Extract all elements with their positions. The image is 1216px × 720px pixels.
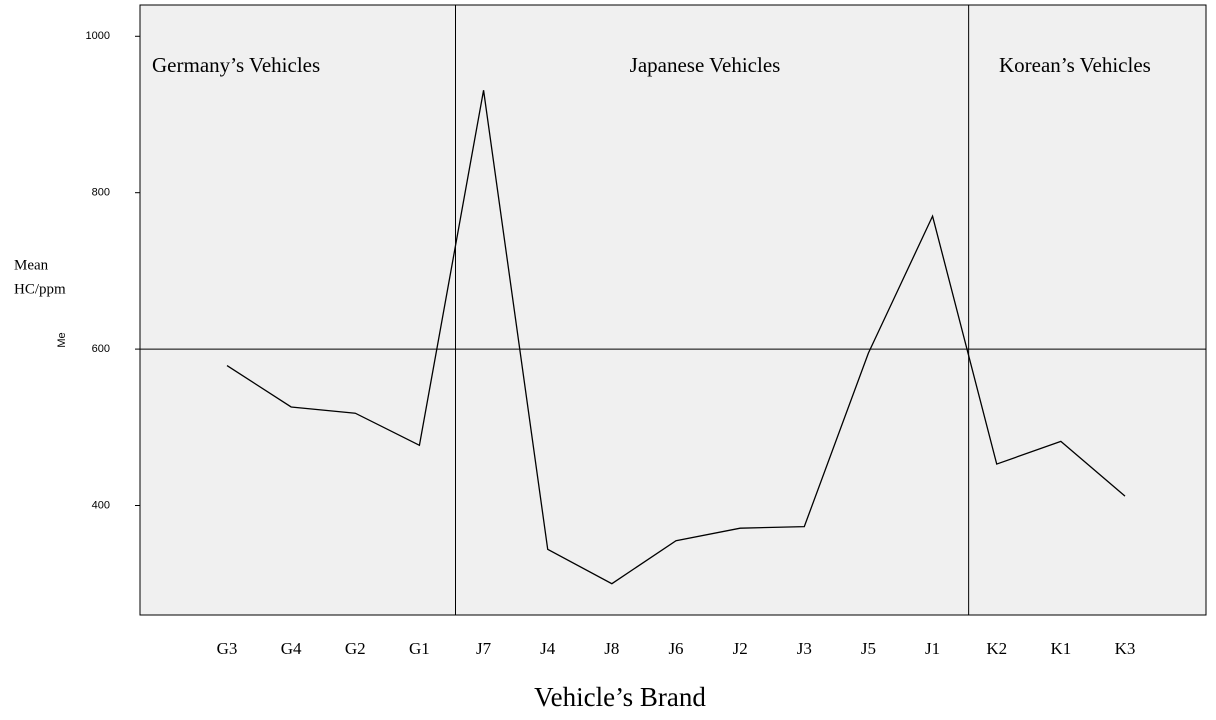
region-label: Germany’s Vehicles (152, 53, 320, 77)
x-tick-label: G1 (409, 639, 430, 658)
region-label: Japanese Vehicles (630, 53, 781, 77)
y-tick-label: 400 (92, 499, 110, 511)
x-tick-label: J5 (861, 639, 876, 658)
y-axis-code: Me (56, 332, 68, 347)
x-tick-label: K3 (1115, 639, 1136, 658)
data-line (226, 90, 1126, 585)
x-tick-label: K1 (1050, 639, 1071, 658)
x-tick-label: J2 (733, 639, 748, 658)
x-tick-label: J7 (476, 639, 492, 658)
y-axis-label: HC/ppm (14, 281, 66, 297)
x-tick-label: G2 (345, 639, 366, 658)
x-tick-label: J1 (925, 639, 940, 658)
x-tick-label: G4 (281, 639, 302, 658)
y-tick-label: 1000 (86, 30, 110, 42)
x-tick-label: J8 (604, 639, 619, 658)
x-tick-label: G3 (217, 639, 238, 658)
x-tick-label: J3 (797, 639, 812, 658)
x-tick-label: K2 (986, 639, 1007, 658)
plot-area (139, 4, 1207, 616)
y-axis-label: Mean (14, 257, 49, 273)
region-label: Korean’s Vehicles (999, 53, 1151, 77)
x-axis-label: Vehicle’s Brand (534, 682, 706, 712)
y-tick-label: 600 (92, 343, 110, 355)
y-tick-label: 800 (92, 187, 110, 199)
x-tick-label: J4 (540, 639, 556, 658)
x-tick-label: J6 (668, 639, 683, 658)
